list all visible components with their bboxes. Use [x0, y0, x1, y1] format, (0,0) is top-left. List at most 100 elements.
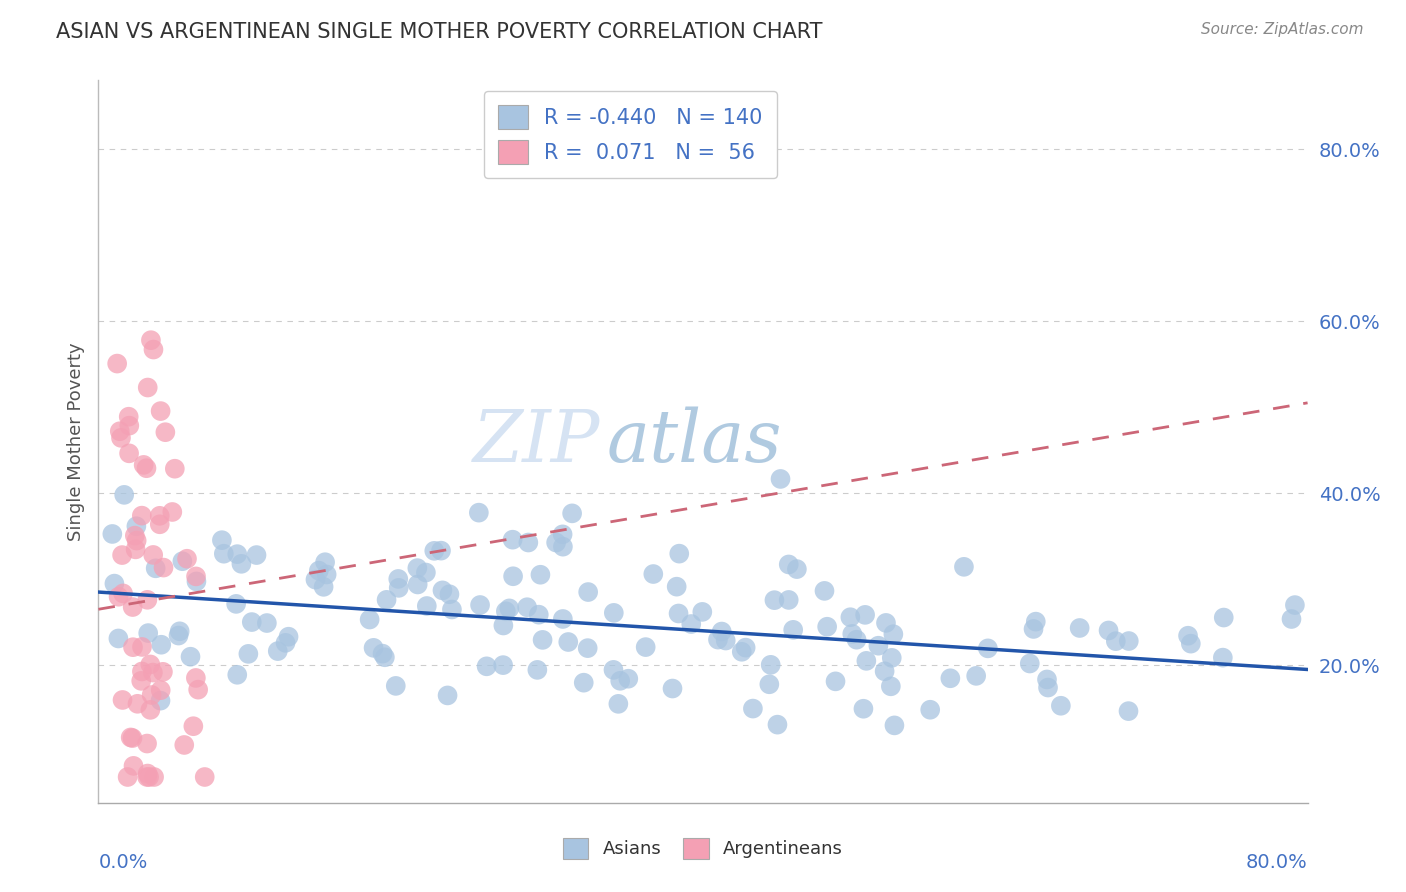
Point	[576, 641, 599, 656]
Point	[163, 461, 186, 475]
Point	[124, 528, 146, 542]
Point	[149, 517, 172, 532]
Point	[112, 488, 135, 502]
Point	[136, 592, 159, 607]
Point	[763, 593, 786, 607]
Point	[430, 543, 453, 558]
Point	[766, 717, 789, 731]
Point	[231, 557, 253, 571]
Point	[1105, 634, 1128, 648]
Point	[502, 533, 524, 547]
Point	[149, 683, 172, 698]
Point	[150, 638, 173, 652]
Point	[551, 540, 574, 554]
Point	[375, 592, 398, 607]
Point	[416, 599, 439, 613]
Point	[155, 425, 177, 440]
Point	[136, 770, 159, 784]
Point	[778, 593, 800, 607]
Point	[498, 601, 520, 615]
Point	[110, 431, 132, 445]
Point	[492, 658, 515, 673]
Point	[111, 693, 134, 707]
Point	[315, 567, 337, 582]
Text: ZIP: ZIP	[472, 406, 600, 477]
Point	[184, 671, 207, 685]
Point	[308, 564, 330, 578]
Point	[502, 569, 524, 583]
Text: ASIAN VS ARGENTINEAN SINGLE MOTHER POVERTY CORRELATION CHART: ASIAN VS ARGENTINEAN SINGLE MOTHER POVER…	[56, 22, 823, 42]
Point	[129, 673, 152, 688]
Point	[122, 759, 145, 773]
Point	[468, 598, 491, 612]
Point	[883, 718, 905, 732]
Point	[138, 770, 160, 784]
Point	[875, 615, 897, 630]
Point	[813, 583, 835, 598]
Point	[1284, 598, 1306, 612]
Point	[245, 548, 267, 562]
Point	[277, 630, 299, 644]
Point	[363, 640, 385, 655]
Point	[786, 562, 808, 576]
Point	[551, 527, 574, 541]
Point	[782, 623, 804, 637]
Point	[267, 644, 290, 658]
Point	[1022, 622, 1045, 636]
Point	[1050, 698, 1073, 713]
Point	[142, 665, 165, 680]
Point	[387, 572, 409, 586]
Point	[194, 770, 217, 784]
Point	[778, 558, 800, 572]
Text: 80.0%: 80.0%	[1246, 854, 1308, 872]
Point	[855, 654, 877, 668]
Point	[1025, 615, 1047, 629]
Point	[225, 597, 247, 611]
Point	[714, 633, 737, 648]
Point	[707, 632, 730, 647]
Point	[149, 404, 172, 418]
Point	[136, 626, 159, 640]
Text: atlas: atlas	[606, 406, 782, 477]
Point	[105, 357, 128, 371]
Point	[526, 663, 548, 677]
Point	[125, 519, 148, 533]
Point	[125, 533, 148, 548]
Legend: Asians, Argentineans: Asians, Argentineans	[555, 830, 851, 866]
Point	[172, 554, 194, 568]
Point	[607, 697, 630, 711]
Point	[561, 507, 583, 521]
Point	[516, 600, 538, 615]
Point	[179, 649, 201, 664]
Point	[152, 665, 174, 679]
Point	[107, 632, 129, 646]
Point	[183, 719, 205, 733]
Point	[117, 770, 139, 784]
Point	[406, 577, 429, 591]
Point	[101, 527, 124, 541]
Point	[120, 731, 142, 745]
Point	[135, 461, 157, 475]
Point	[226, 547, 249, 561]
Point	[1018, 657, 1040, 671]
Point	[531, 632, 554, 647]
Point	[226, 667, 249, 681]
Point	[1118, 634, 1140, 648]
Point	[759, 657, 782, 672]
Point	[1036, 673, 1059, 687]
Point	[139, 703, 162, 717]
Point	[274, 636, 297, 650]
Point	[551, 612, 574, 626]
Point	[880, 650, 903, 665]
Point	[124, 542, 146, 557]
Point	[527, 607, 550, 622]
Point	[121, 731, 143, 745]
Point	[602, 663, 624, 677]
Point	[176, 551, 198, 566]
Point	[118, 409, 141, 424]
Point	[107, 590, 129, 604]
Point	[939, 671, 962, 685]
Point	[167, 629, 190, 643]
Point	[136, 380, 159, 394]
Point	[149, 508, 172, 523]
